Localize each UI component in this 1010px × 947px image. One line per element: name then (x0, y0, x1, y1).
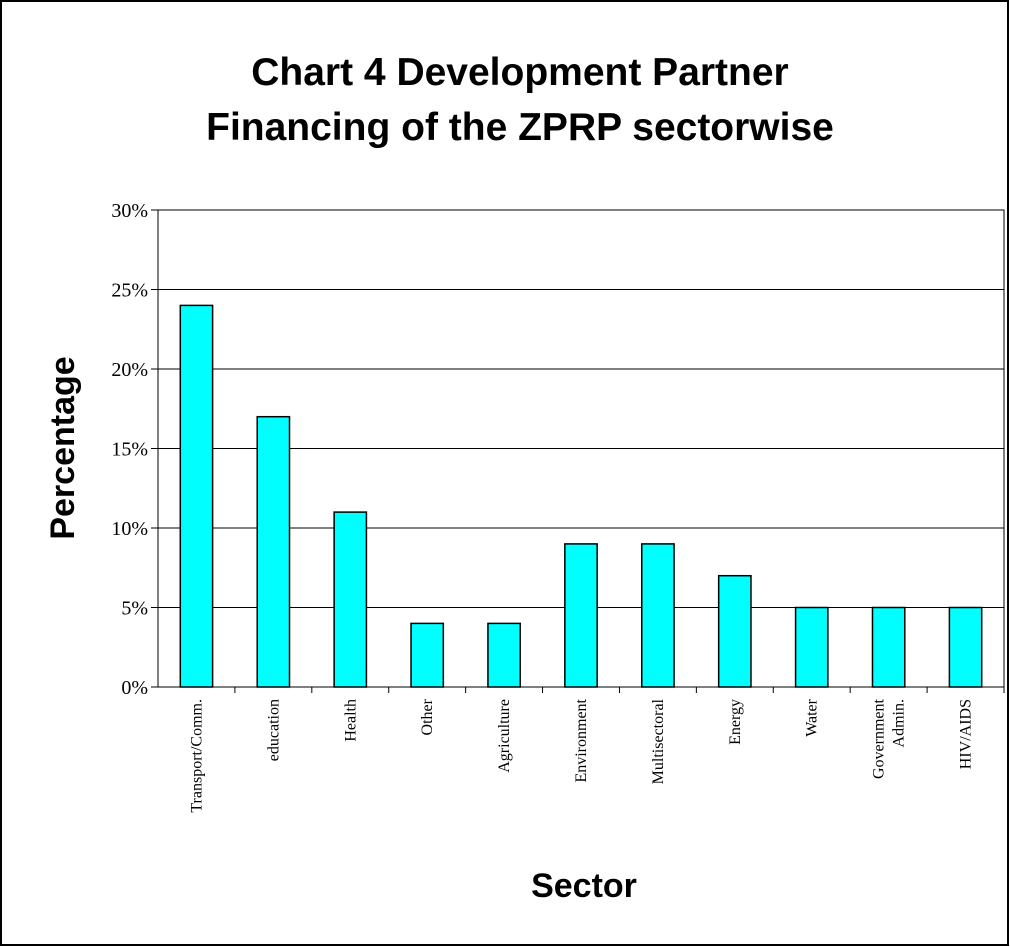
x-category-label: Admin. (891, 699, 908, 747)
x-category-label: education (265, 699, 282, 761)
x-category-label: Health (342, 699, 359, 742)
y-tick-label: 0% (121, 677, 148, 699)
x-axis-title: Sector (531, 867, 637, 905)
x-category-label: Government (871, 698, 888, 779)
bar (641, 543, 675, 688)
chart-title-line-2: Financing of the ZPRP sectorwise (206, 106, 834, 149)
y-tick-label: 20% (111, 359, 148, 381)
chart-title-line-1: Chart 4 Development Partner (251, 51, 789, 94)
y-tick-label: 30% (111, 200, 148, 222)
bars (179, 304, 983, 688)
bar (410, 622, 445, 688)
x-category-label: Transport/Comm. (188, 699, 205, 813)
y-tick-label: 15% (111, 439, 148, 461)
bar (794, 606, 829, 688)
bar (948, 606, 983, 688)
bar (487, 622, 521, 688)
bar (333, 511, 368, 688)
bar (179, 304, 214, 688)
y-axis-ticks: 0% 5% 10% 15% 20% 25% 30% (111, 200, 158, 699)
y-tick-label: 25% (111, 280, 148, 302)
y-tick-label: 5% (121, 598, 148, 620)
bar (564, 543, 598, 688)
x-category-label: Other (419, 698, 436, 735)
bar (871, 606, 906, 688)
x-axis-category-labels: Transport/Comm. education Health Other Agric… (188, 687, 1005, 813)
x-category-label: HIV/AIDS (958, 699, 975, 769)
bar (256, 415, 291, 688)
x-category-label: Agriculture (496, 699, 513, 773)
bar (717, 574, 752, 688)
x-category-label: Environment (573, 698, 590, 782)
x-category-label: Energy (727, 699, 744, 745)
x-category-label: Water (804, 698, 821, 736)
y-axis-title: Percentage (44, 356, 82, 539)
x-category-label: Multisectoral (650, 698, 667, 784)
y-tick-label: 10% (111, 518, 148, 540)
